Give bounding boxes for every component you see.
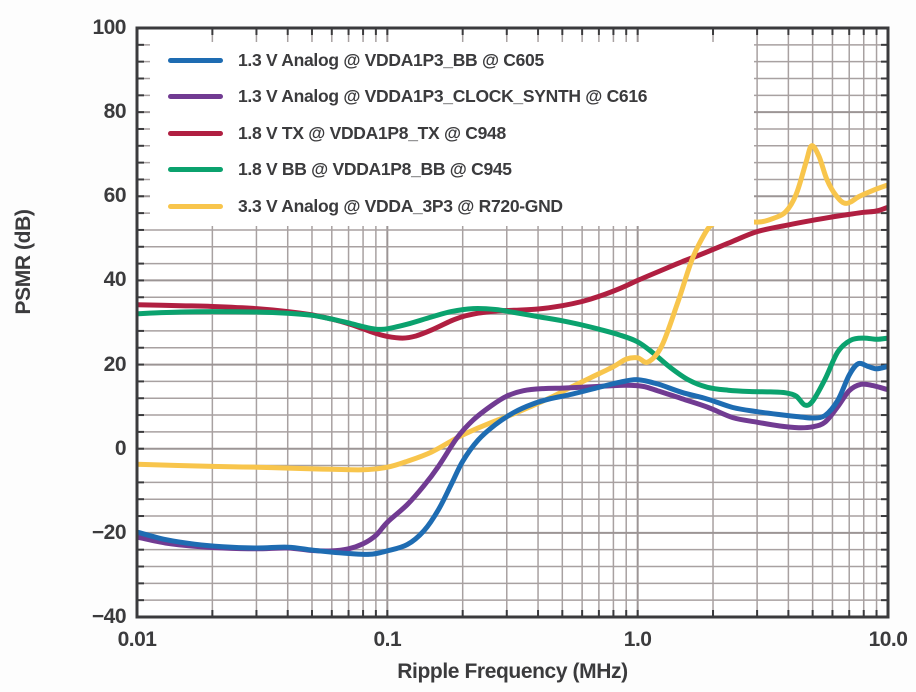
plot-border (135, 26, 890, 619)
legend-line-swatch-icon (168, 203, 223, 209)
x-axis-title: Ripple Frequency (MHz) (397, 660, 628, 683)
legend-label: 1.3 V Analog @ VDDA1P3_CLOCK_SYNTH @ C61… (238, 86, 648, 106)
x-tick-label: 1.0 (623, 628, 652, 651)
series-line-3 (137, 306, 888, 408)
legend-label: 3.3 V Analog @ VDDA_3P3 @ R720-GND (238, 195, 563, 216)
legend-label: 1.3 V Analog @ VDDA1P3_BB @ C605 (238, 49, 544, 70)
legend-label: 1.8 V TX @ VDDA1P8_TX @ C948 (238, 122, 506, 143)
legend-item: 3.3 V Analog @ VDDA_3P3 @ R720-GND (168, 194, 754, 218)
series-line-0 (137, 360, 888, 557)
legend: 1.3 V Analog @ VDDA1P3_BB @ C605 1.3 V An… (150, 42, 754, 226)
series-line-4 (137, 143, 888, 473)
x-tick-label: 10.0 (868, 628, 908, 651)
y-tick-label: −20 (91, 520, 127, 544)
y-axis-title: PSMR (dB) (12, 209, 35, 315)
y-tick-label: −40 (91, 605, 127, 628)
x-tick-label: 0.01 (117, 628, 157, 651)
legend-line-swatch-icon (168, 94, 223, 99)
legend-label: 1.8 V BB @ VDDA1P8_BB @ C945 (238, 159, 512, 179)
legend-item: 1.8 V TX @ VDDA1P8_TX @ C948 (168, 121, 754, 145)
legend-item: 1.8 V BB @ VDDA1P8_BB @ C945 (168, 158, 754, 182)
legend-item: 1.3 V Analog @ VDDA1P3_CLOCK_SYNTH @ C61… (168, 85, 754, 109)
y-tick-label: 80 (103, 100, 127, 124)
x-tick-label: 0.1 (373, 628, 402, 651)
legend-line-swatch-icon (168, 57, 223, 63)
y-tick-label: 20 (103, 352, 127, 376)
y-tick-label: 100 (92, 16, 126, 39)
legend-line-swatch-icon (168, 167, 223, 172)
legend-line-swatch-icon (168, 130, 223, 136)
y-tick-label: 60 (103, 184, 127, 208)
legend-item: 1.3 V Analog @ VDDA1P3_BB @ C605 (168, 48, 754, 72)
y-tick-label: 0 (114, 436, 127, 460)
y-tick-label: 40 (103, 268, 127, 292)
